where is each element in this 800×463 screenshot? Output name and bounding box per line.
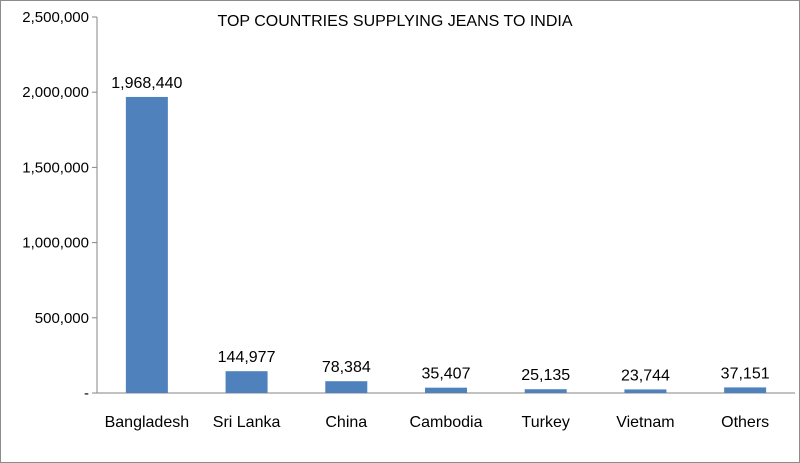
bars — [125, 96, 767, 393]
x-tick-label: Bangladesh — [105, 414, 190, 431]
data-label: 35,407 — [422, 366, 471, 383]
bar — [624, 389, 667, 393]
bar — [125, 96, 168, 393]
y-tick-label: 1,500,000 — [22, 159, 89, 176]
y-axis-ticks: - 500,000 1,000,000 1,500,000 2,000,000 2,500… — [22, 9, 97, 402]
data-label: 25,135 — [521, 367, 570, 384]
x-tick-label: Vietnam — [616, 414, 674, 431]
bar — [524, 389, 567, 393]
bar — [325, 381, 368, 393]
data-label: 23,744 — [621, 367, 670, 384]
y-tick-label: 500,000 — [35, 310, 89, 327]
data-label: 78,384 — [322, 359, 371, 376]
bar — [225, 371, 268, 393]
data-labels: 1,968,440 144,977 78,384 35,407 25,135 23,744… — [111, 75, 769, 384]
x-axis-labels: Bangladesh Sri Lanka China Cambodia Turkey Vi… — [105, 414, 770, 431]
x-tick-label: Sri Lanka — [213, 414, 281, 431]
bar — [724, 387, 767, 393]
chart-title: TOP COUNTRIES SUPPLYING JEANS TO INDIA — [217, 13, 572, 30]
y-tick-label: - — [84, 385, 89, 402]
x-tick-label: Others — [721, 414, 769, 431]
x-tick-label: Cambodia — [410, 414, 483, 431]
y-tick-label: 2,000,000 — [22, 84, 89, 101]
x-tick-label: Turkey — [522, 414, 570, 431]
data-label: 37,151 — [721, 365, 770, 382]
data-label: 1,968,440 — [111, 75, 182, 92]
x-tick-label: China — [325, 414, 367, 431]
data-label: 144,977 — [218, 349, 276, 366]
bar — [425, 387, 467, 393]
y-tick-label: 2,500,000 — [22, 9, 89, 26]
axes — [96, 17, 795, 394]
y-tick-label: 1,000,000 — [22, 235, 89, 252]
